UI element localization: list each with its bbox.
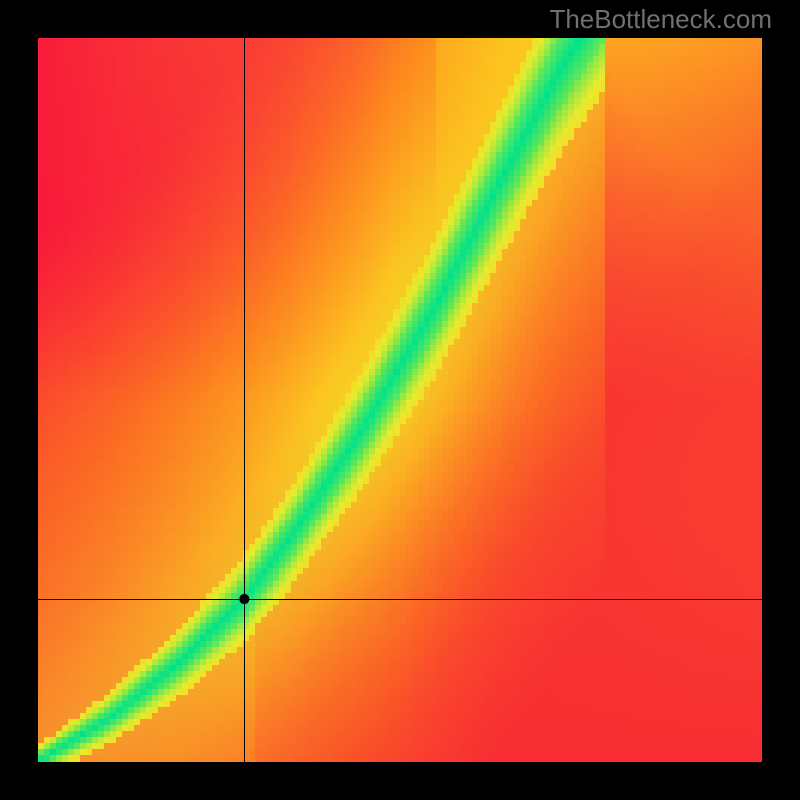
watermark-text: TheBottleneck.com [549,4,772,35]
heatmap-plot [38,38,762,762]
